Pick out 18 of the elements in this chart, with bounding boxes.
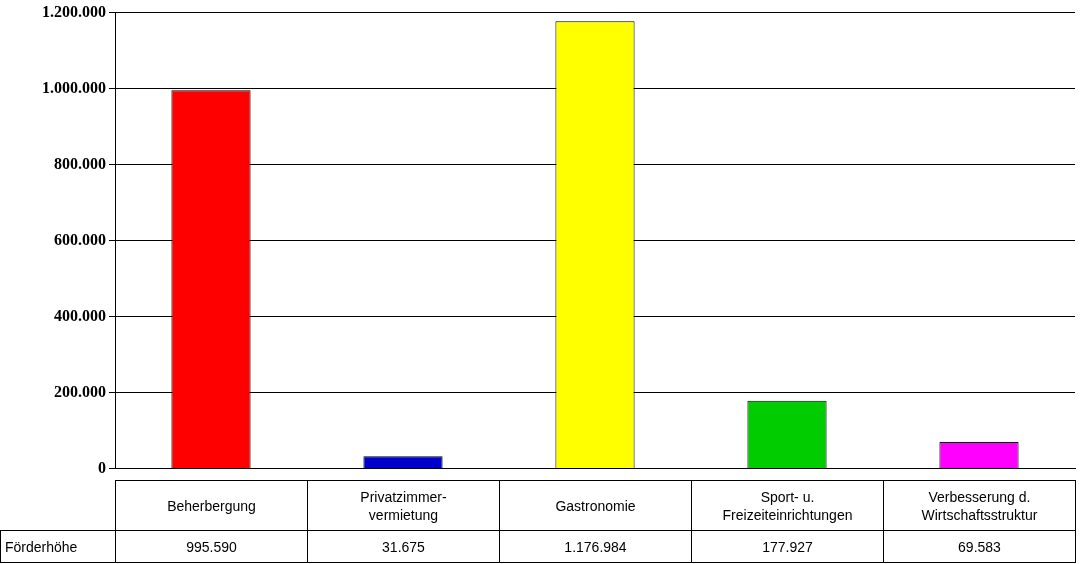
x-tick-label: Privatzimmer-vermietung [307,480,500,531]
data-label: 69.583 [883,530,1076,563]
x-tick-label: Gastronomie [499,480,692,531]
x-tick-label: Verbesserung d. Wirtschaftsstruktur [883,480,1076,531]
x-tick-label: Beherbergung [115,480,308,531]
y-tick-label: 600.000 [54,230,106,248]
data-label: 1.176.984 [499,530,692,563]
data-label: 177.927 [691,530,884,563]
x-tick-label: Sport- u. Freizeiteinrichtungen [691,480,884,531]
y-tick-label: 800.000 [54,154,106,172]
y-tick-label: 1.200.000 [42,2,106,20]
y-tick-label: 200.000 [54,382,106,400]
y-tick-label: 0 [98,458,106,476]
data-label: 31.675 [307,530,500,563]
y-tick-label: 400.000 [54,306,106,324]
data-label: 995.590 [115,530,308,563]
y-tick-label: 1.000.000 [42,78,106,96]
text: Förderhöhe [0,530,116,563]
